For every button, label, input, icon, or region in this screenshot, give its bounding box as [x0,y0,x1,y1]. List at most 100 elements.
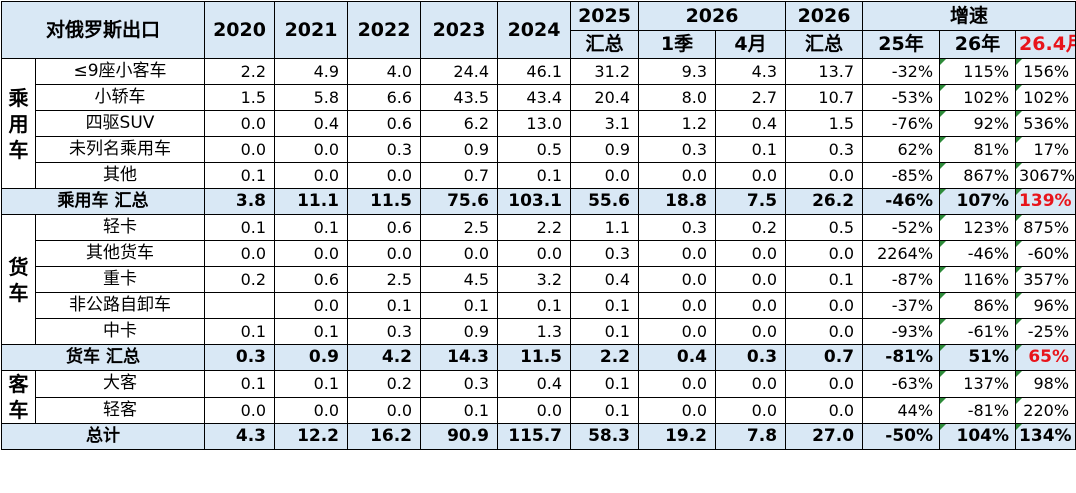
value-cell: 0.0 [274,240,349,267]
value-cell: 0.0 [785,370,864,398]
value-cell: 6.6 [347,84,422,111]
value-cell: 0.2 [715,214,787,241]
growth-cell: -32% [862,58,941,85]
growth-cell: 86% [939,292,1017,319]
growth-cell: 96% [1015,292,1076,319]
growth-cell: 134% [1015,423,1076,450]
growth-cell: -60% [1015,240,1076,267]
value-cell: 0.0 [638,396,717,424]
value-cell: 24.4 [420,58,499,85]
growth-cell: 102% [939,84,1017,111]
category-label: 非公路自卸车 [34,292,206,319]
value-cell: 0.0 [274,136,349,163]
value-cell: 0.3 [347,318,422,345]
value-cell: 0.9 [274,344,349,371]
value-cell: 1.1 [570,214,640,241]
growth-cell: -53% [862,84,941,111]
value-cell: 103.1 [497,188,572,215]
value-cell: 2.7 [715,84,787,111]
value-cell [204,292,276,319]
value-cell: 0.4 [570,266,640,293]
value-cell: 0.0 [715,162,787,189]
value-cell: 0.1 [204,370,276,398]
value-cell: 0.0 [638,292,717,319]
table-row: 四驱SUV 0.0 0.4 0.6 6.2 13.0 3.1 1.2 0.4 1.5 -76% 92%… [2,110,1076,137]
value-cell: 3.2 [497,266,572,293]
value-cell: 55.6 [570,188,640,215]
value-cell: 20.4 [570,84,640,111]
value-cell: 0.0 [638,318,717,345]
value-cell: 11.5 [347,188,422,215]
value-cell: 0.3 [715,344,787,371]
value-cell: 0.1 [570,292,640,319]
growth-cell: -61% [939,318,1017,345]
growth-cell: 137% [939,370,1017,398]
value-cell: 0.1 [204,162,276,189]
value-cell: 0.0 [715,396,787,424]
value-cell: 27.0 [785,423,864,450]
value-cell: 0.0 [204,110,276,137]
growth-cell: 115% [939,58,1017,85]
table-title: 对俄罗斯出口 [0,1,206,59]
value-cell: 0.0 [420,240,499,267]
value-cell: 6.2 [420,110,499,137]
value-cell: 0.2 [204,266,276,293]
growth-cell: -46% [862,188,941,215]
growth-cell: 2264% [862,240,941,267]
value-cell: 0.1 [204,214,276,241]
value-cell: 115.7 [497,423,572,450]
subtotal-row: 货车 汇总 0.3 0.9 4.2 14.3 11.5 2.2 0.4 0.3 0.7 -81% 51… [0,344,1076,371]
growth-cell: -37% [862,292,941,319]
growth-cell: 51% [939,344,1017,371]
group-label: 客车 [1,370,36,424]
table-row: 其他 0.1 0.0 0.0 0.7 0.1 0.0 0.0 0.0 0.0 -85% 867% 306… [2,162,1076,189]
value-cell: 0.0 [785,162,864,189]
value-cell: 0.9 [570,136,640,163]
growth-cell: -63% [862,370,941,398]
category-label: 中卡 [34,318,206,345]
growth-header: 增速 [862,1,1076,31]
value-cell: 0.0 [715,266,787,293]
value-cell: 9.3 [638,58,717,85]
value-cell: 0.0 [204,136,276,163]
value-cell: 0.1 [785,266,864,293]
value-cell: 2.5 [347,266,422,293]
value-cell: 0.0 [347,162,422,189]
year-2025-sub-header: 汇总 [570,30,640,59]
value-cell: 0.0 [715,370,787,398]
value-cell: 0.1 [204,318,276,345]
subtotal-row: 乘用车 汇总 3.8 11.1 11.5 75.6 103.1 55.6 18.8 7.5 26.… [0,188,1076,215]
value-cell: 0.9 [420,318,499,345]
year-2026-total-sub-header: 汇总 [785,30,864,59]
value-cell: 11.5 [497,344,572,371]
year-header: 2022 [347,1,422,59]
table-row: 小轿车 1.5 5.8 6.6 43.5 43.4 20.4 8.0 2.7 10.7 -53% 10… [2,84,1076,111]
value-cell: 0.0 [204,240,276,267]
value-cell: 0.0 [785,318,864,345]
table-row: 中卡 0.1 0.1 0.3 0.9 1.3 0.1 0.0 0.0 0.0 -93% -61% -25… [2,318,1076,345]
value-cell: 1.2 [638,110,717,137]
value-cell: 4.2 [347,344,422,371]
table-row: 轻客 0.0 0.0 0.0 0.1 0.0 0.1 0.0 0.0 0.0 44% -81% 220% [2,396,1076,424]
subtotal-label: 乘用车 汇总 [0,188,206,215]
value-cell: 90.9 [420,423,499,450]
value-cell: 0.1 [497,162,572,189]
value-cell: 0.1 [570,370,640,398]
growth-cell: 156% [1015,58,1076,85]
value-cell: 0.0 [497,240,572,267]
value-cell: 58.3 [570,423,640,450]
growth-cell: 62% [862,136,941,163]
value-cell: 12.2 [274,423,349,450]
value-cell: 46.1 [497,58,572,85]
total-row: 总计 4.3 12.2 16.2 90.9 115.7 58.3 19.2 7.8 27.0 -50… [0,423,1076,450]
value-cell: 0.0 [785,240,864,267]
q1-header: 1季 [638,30,717,59]
value-cell: 0.0 [785,292,864,319]
value-cell: 26.2 [785,188,864,215]
value-cell: 18.8 [638,188,717,215]
value-cell: 10.7 [785,84,864,111]
value-cell: 0.3 [570,240,640,267]
category-label: 未列名乘用车 [34,136,206,163]
growth-cell: -81% [862,344,941,371]
value-cell: 0.0 [570,162,640,189]
